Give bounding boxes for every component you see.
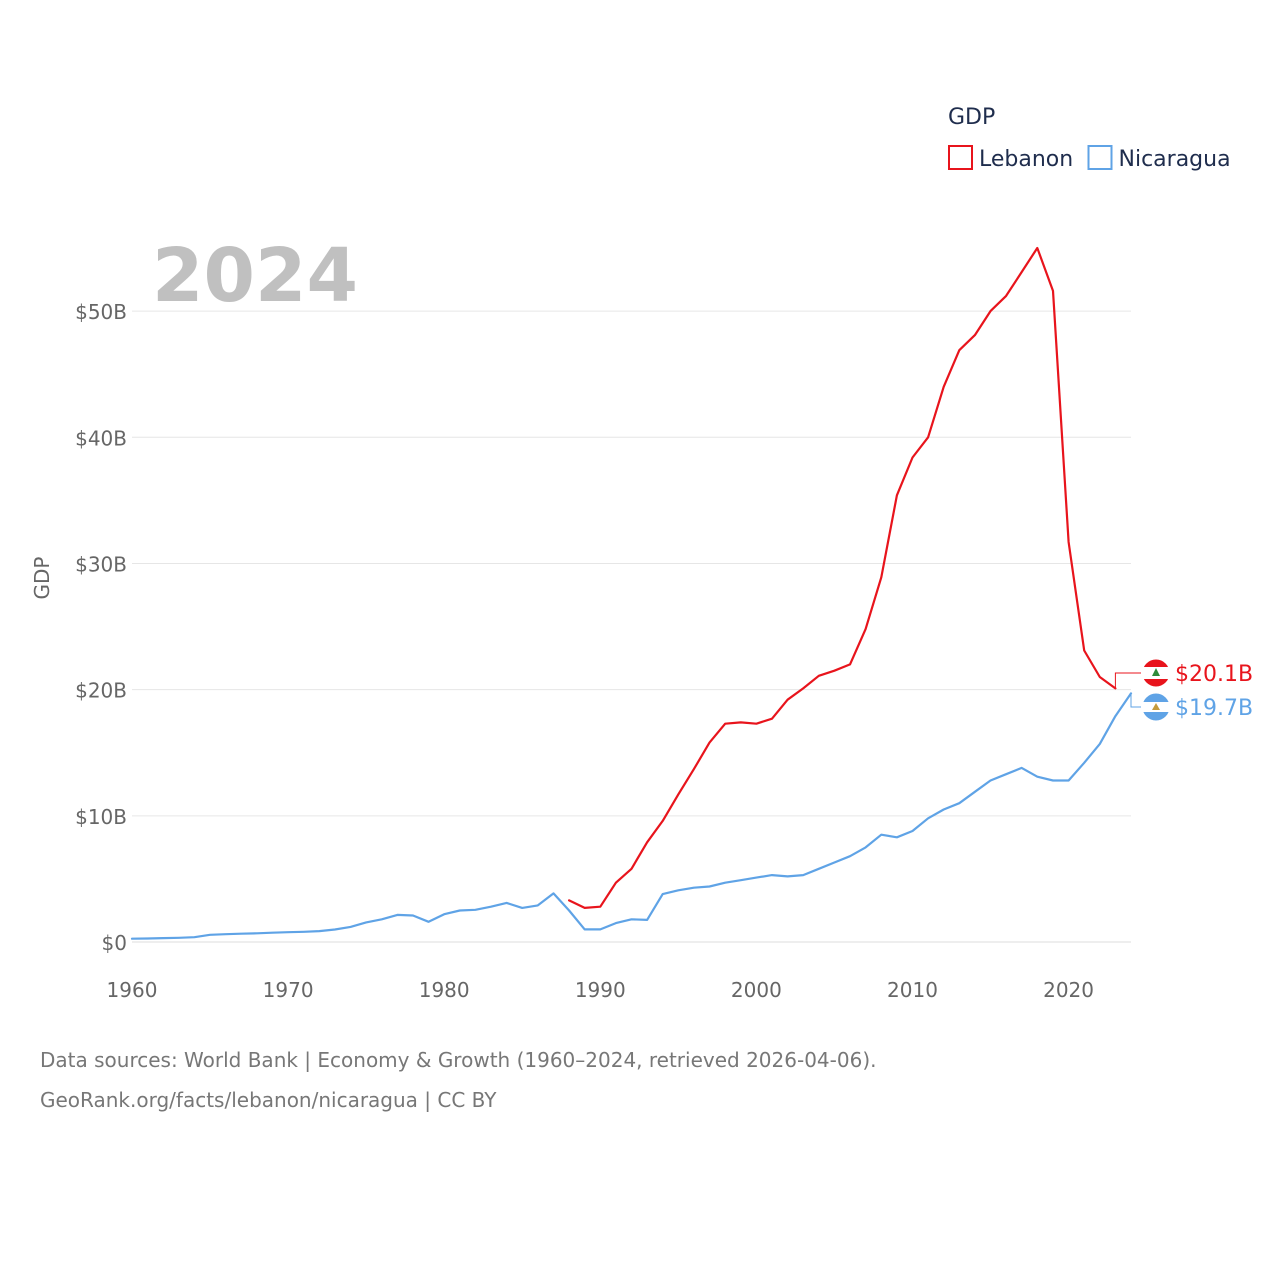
x-tick-label: 2020: [1043, 978, 1094, 1002]
year-label: 2024: [152, 233, 358, 319]
x-tick-label: 1970: [263, 978, 314, 1002]
x-tick-label: 1990: [575, 978, 626, 1002]
legend-label-nicaragua: Nicaragua: [1119, 147, 1231, 172]
end-label-nicaragua: $19.7B: [1175, 696, 1253, 721]
source-line-1: Data sources: World Bank | Economy & Gro…: [40, 1048, 877, 1072]
x-tick-label: 2010: [887, 978, 938, 1002]
series-line-lebanon: [567, 246, 1117, 910]
y-tick-label: $40B: [75, 426, 127, 450]
y-tick-label: $10B: [75, 805, 127, 829]
x-axis: 1960 1970 1980 1990 2000 2010 2020: [107, 978, 1094, 1002]
x-tick-label: 1980: [419, 978, 470, 1002]
y-axis: $0 $10B $20B $30B $40B $50B: [75, 300, 127, 955]
y-tick-label: $20B: [75, 679, 127, 703]
series-lines: [130, 246, 1133, 940]
y-axis-title: GDP: [30, 557, 54, 600]
end-labels: $20.1B $19.7B: [1114, 658, 1253, 722]
legend-label-lebanon: Lebanon: [979, 147, 1073, 172]
legend-swatch-lebanon: [948, 145, 973, 170]
y-tick-label: $30B: [75, 552, 127, 576]
x-tick-label: 1960: [107, 978, 158, 1002]
end-label-lebanon: $20.1B: [1175, 662, 1253, 687]
end-connector-nicaragua: [1130, 693, 1141, 708]
y-tick-label: $0: [102, 931, 127, 955]
lebanon-flag-icon: [1141, 658, 1171, 688]
end-connector-lebanon: [1114, 672, 1141, 689]
legend-swatch-nicaragua: [1087, 145, 1113, 170]
legend-title: GDP: [948, 105, 995, 130]
source-note: Data sources: World Bank | Economy & Gro…: [40, 1040, 1240, 1120]
legend: GDP Lebanon Nicaragua: [948, 105, 1231, 172]
y-tick-label: $50B: [75, 300, 127, 324]
source-line-2: GeoRank.org/facts/lebanon/nicaragua | CC…: [40, 1088, 497, 1112]
gridlines: [132, 310, 1131, 943]
series-line-nicaragua: [130, 692, 1133, 940]
nicaragua-flag-icon: [1141, 692, 1171, 722]
x-tick-label: 2000: [731, 978, 782, 1002]
